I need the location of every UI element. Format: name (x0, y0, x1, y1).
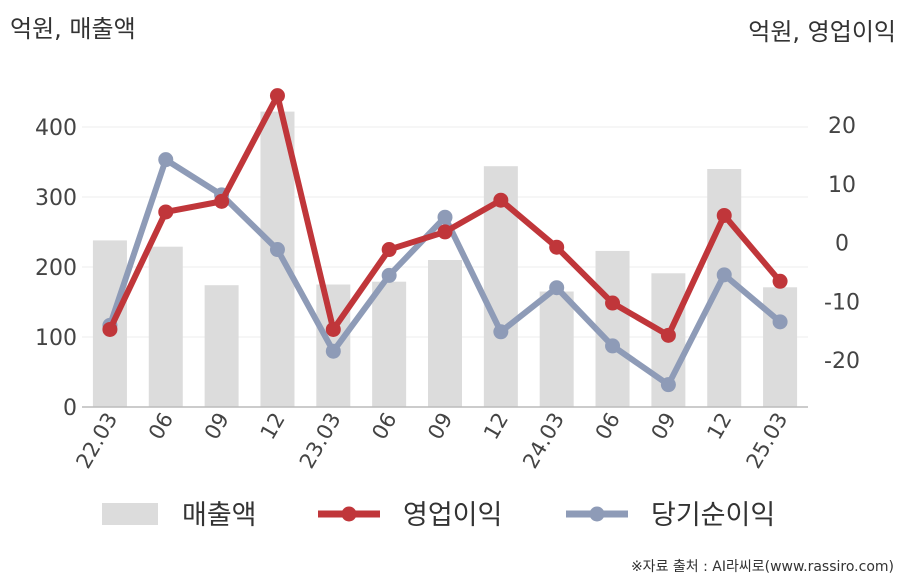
point-net-income (493, 324, 509, 340)
point-net-income (549, 280, 565, 296)
right-tick-label: -10 (824, 290, 860, 315)
left-axis-unit-label: 억원, 매출액 (10, 15, 136, 43)
series-lines (102, 88, 788, 393)
legend-marker-net-income (589, 506, 605, 522)
right-axis-ticks: 20 10 0 -10 -20 (824, 114, 860, 374)
point-operating-profit (158, 204, 174, 220)
source-text: ※자료 출처 : AI라씨로(www.rassiro.com) (631, 559, 894, 575)
point-operating-profit (605, 295, 621, 311)
point-operating-profit (214, 193, 230, 209)
x-tick-label: 06 (591, 409, 625, 444)
point-net-income (660, 377, 676, 393)
bar-revenue (428, 260, 462, 407)
point-net-income (605, 338, 621, 354)
right-axis-unit-label: 억원, 영업이익 (748, 18, 896, 46)
point-net-income (158, 152, 174, 168)
x-tick-label: 23.03 (295, 409, 346, 473)
bar-revenue (204, 285, 239, 407)
point-net-income (269, 242, 285, 258)
x-tick-label: 12 (702, 409, 736, 444)
bar-revenue (539, 291, 574, 407)
bar-revenue (763, 287, 798, 407)
point-operating-profit (102, 321, 118, 337)
point-operating-profit (660, 327, 676, 343)
x-tick-label: 06 (144, 409, 178, 444)
point-operating-profit (716, 207, 732, 223)
left-axis-ticks: 0 100 200 300 400 (35, 116, 77, 421)
x-tick-label: 06 (367, 409, 401, 444)
x-tick-label: 12 (256, 409, 290, 444)
left-tick-label: 100 (35, 326, 77, 351)
x-tick-label: 25.03 (742, 409, 793, 473)
legend-label-net-income: 당기순이익 (651, 500, 775, 531)
point-net-income (716, 267, 732, 283)
legend-marker-operating-profit (341, 506, 357, 522)
left-tick-label: 200 (35, 256, 77, 281)
point-net-income (325, 343, 341, 359)
point-operating-profit (549, 239, 565, 255)
point-operating-profit (325, 321, 341, 337)
point-operating-profit (381, 242, 397, 258)
right-tick-label: 20 (828, 114, 856, 139)
x-axis-ticks: 22.03 06 09 12 23.03 06 09 12 24.03 06 09 12 25.03 (71, 409, 792, 473)
point-operating-profit (493, 192, 509, 208)
bar-revenue (260, 111, 295, 407)
bars (92, 111, 798, 407)
point-operating-profit (437, 224, 453, 240)
point-net-income (437, 209, 453, 225)
point-net-income (381, 267, 397, 283)
left-tick-label: 0 (63, 396, 77, 421)
point-operating-profit (772, 273, 788, 289)
x-tick-label: 09 (423, 409, 457, 444)
legend-swatch-revenue (102, 503, 158, 525)
legend-label-operating-profit: 영업이익 (403, 500, 502, 531)
point-net-income (772, 314, 788, 330)
bar-revenue (595, 250, 630, 407)
right-tick-label: -20 (824, 349, 860, 374)
x-tick-label: 09 (647, 409, 681, 444)
right-tick-label: 0 (835, 232, 849, 257)
right-tick-label: 10 (828, 173, 856, 198)
x-tick-label: 24.03 (518, 409, 569, 473)
point-operating-profit (269, 88, 285, 104)
x-tick-label: 12 (479, 409, 513, 444)
bar-revenue (148, 246, 183, 407)
legend: 매출액 영업이익 당기순이익 (102, 500, 775, 531)
left-tick-label: 400 (35, 116, 77, 141)
bar-revenue (372, 281, 407, 407)
x-tick-label: 22.03 (71, 409, 122, 473)
left-tick-label: 300 (35, 186, 77, 211)
x-tick-label: 09 (200, 409, 234, 444)
legend-label-revenue: 매출액 (182, 500, 257, 531)
